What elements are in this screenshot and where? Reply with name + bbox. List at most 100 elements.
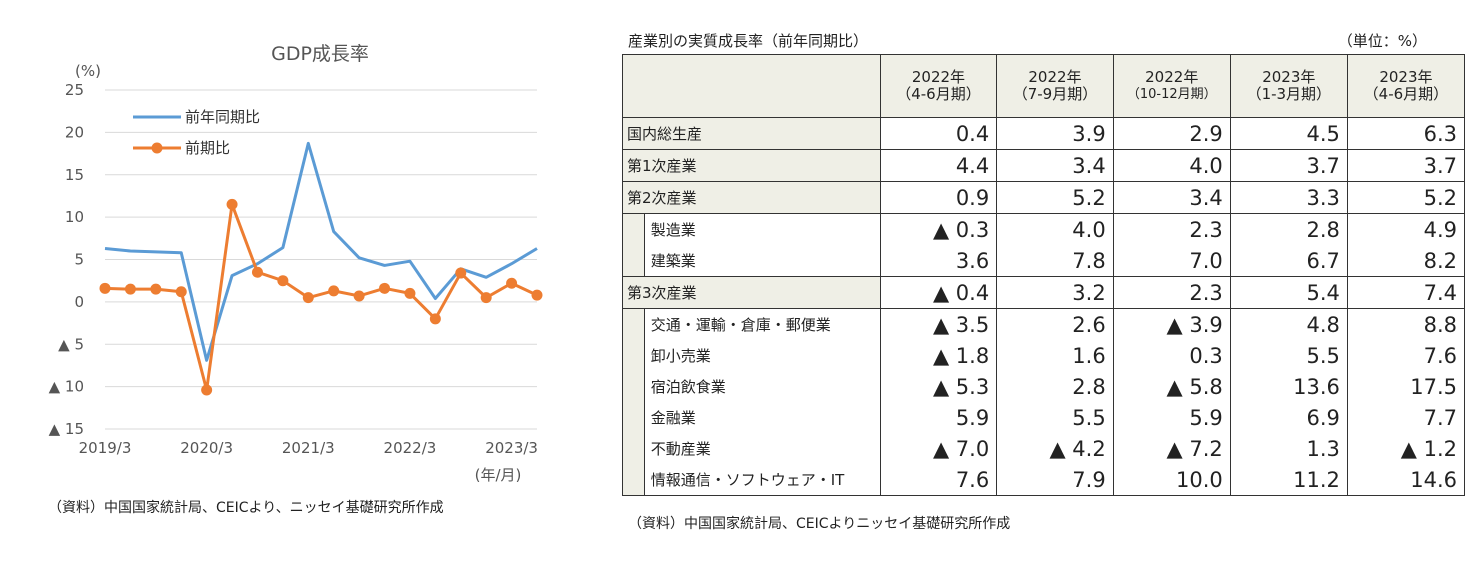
- industry-growth-table-panel: 産業別の実質成長率（前年同期比） （単位：%） 2022年 （4-6月期） 202…: [620, 0, 1466, 561]
- table-cell: 7.0: [1112, 245, 1231, 277]
- table-row: 第1次産業 4.4 3.4 4.0 3.7 3.7: [622, 149, 1466, 182]
- series-point: [328, 285, 340, 297]
- chart-source-note: （資料）中国国家統計局、CEICより、ニッセイ基礎研究所作成: [48, 500, 444, 516]
- row-label: 第1次産業: [622, 149, 881, 182]
- table-cell: ▲ 5.3: [879, 371, 998, 402]
- table-unit: （単位：%）: [1337, 32, 1427, 50]
- table-cell: 5.9: [879, 402, 998, 433]
- table-cell: 4.0: [996, 213, 1114, 245]
- table-cell: ▲ 0.4: [879, 276, 998, 309]
- table-cell: 0.3: [1112, 340, 1231, 371]
- table-cell: 4.5: [1229, 117, 1348, 150]
- table-cell: 1.6: [996, 340, 1114, 371]
- table-cell: 17.5: [1346, 371, 1466, 402]
- header-period: （4-6月期）: [896, 85, 981, 103]
- table-cell: 3.9: [996, 117, 1114, 150]
- table-row: 製造業 ▲ 0.3 4.0 2.3 2.8 4.9: [622, 213, 1466, 277]
- table-row: 卸小売業 ▲ 1.8 1.6 0.3 5.5 7.6: [623, 340, 1466, 371]
- header-col-2: 2022年 （7-9月期）: [996, 54, 1114, 118]
- gdp-chart-panel: GDP成長率 (%) 25 20 15 10 5 0 ▲ 5 ▲ 10 ▲ 15 2019/3 2020…: [0, 0, 600, 561]
- series-point: [429, 313, 441, 325]
- table-cell: 4.9: [1346, 213, 1466, 245]
- series-point: [506, 277, 518, 289]
- row-label: 国内総生産: [622, 117, 881, 150]
- x-tick-label: 2020/3: [180, 439, 233, 457]
- table-cell: 3.4: [1112, 181, 1231, 214]
- table-cell: 3.3: [1229, 181, 1348, 214]
- series-point: [226, 198, 238, 210]
- header-year: 2023年: [1379, 68, 1433, 86]
- series-point: [251, 266, 263, 278]
- x-tick-label: 2022/3: [384, 439, 437, 457]
- header-period: （7-9月期）: [1012, 85, 1098, 103]
- table-row: 交通・運輸・倉庫・郵便業 ▲ 3.5 2.6 ▲ 3.9 4.8 8.8: [622, 308, 1466, 496]
- table-row: 金融業 5.9 5.5 5.9 6.9 7.7: [623, 402, 1466, 433]
- series-line-1: [104, 141, 538, 362]
- series-point: [379, 282, 391, 294]
- y-tick-label: ▲ 10: [49, 378, 84, 396]
- y-tick-label: 10: [65, 208, 84, 226]
- header-col-4: 2023年 （1-3月期）: [1229, 54, 1348, 118]
- table-cell: 2.8: [1229, 213, 1348, 245]
- header-year: 2022年: [1028, 68, 1082, 86]
- header-col-1: 2022年 （4-6月期）: [879, 54, 998, 118]
- series-point: [531, 289, 543, 301]
- table-cell: 8.8: [1346, 308, 1466, 340]
- table-cell: ▲ 5.8: [1112, 371, 1231, 402]
- series-point: [480, 292, 492, 304]
- table-cell: 6.3: [1346, 117, 1466, 150]
- row-label: 交通・運輸・倉庫・郵便業: [643, 308, 881, 340]
- table-cell: 1.3: [1229, 433, 1348, 464]
- x-tick-label: 2019/3: [79, 439, 132, 457]
- table-header-row: 2022年 （4-6月期） 2022年 （7-9月期） 2022年 （10-12月期）…: [622, 54, 1466, 118]
- series-point: [175, 286, 187, 298]
- table-cell: 7.7: [1346, 402, 1466, 433]
- table-cell: ▲ 7.2: [1112, 433, 1231, 464]
- header-blank-cell: [622, 54, 881, 118]
- y-unit-label: (%): [75, 62, 101, 80]
- series-point: [455, 267, 467, 279]
- row-label: 建築業: [643, 245, 881, 277]
- series-point: [201, 384, 213, 396]
- table-cell: ▲ 4.2: [996, 433, 1114, 464]
- header-year: 2023年: [1262, 68, 1316, 86]
- table-cell: ▲ 0.3: [879, 213, 998, 245]
- table-cell: 5.2: [996, 181, 1114, 214]
- table-cell: 7.8: [996, 245, 1114, 277]
- table-cell: 0.9: [879, 181, 998, 214]
- y-tick-label: 0: [74, 293, 84, 311]
- row-label: 第3次産業: [622, 276, 881, 309]
- table-cell: 2.6: [996, 308, 1114, 340]
- table-cell: 3.6: [879, 245, 998, 277]
- series-point: [99, 282, 111, 294]
- table-row: 情報通信・ソフトウェア・IT 7.6 7.9 10.0 11.2 14.6: [623, 464, 1466, 496]
- y-tick-label: ▲ 15: [49, 420, 84, 438]
- header-col-5: 2023年 （4-6月期）: [1346, 54, 1466, 118]
- header-period: （1-3月期）: [1246, 85, 1332, 103]
- table-cell: ▲ 1.2: [1346, 433, 1466, 464]
- row-label: 卸小売業: [643, 340, 881, 371]
- table-cell: ▲ 3.9: [1112, 308, 1231, 340]
- table-cell: 5.5: [996, 402, 1114, 433]
- table-cell: 7.9: [996, 464, 1114, 496]
- indent-cell: [622, 308, 645, 496]
- table-cell: 10.0: [1112, 464, 1231, 496]
- header-period: （4-6月期）: [1363, 85, 1449, 103]
- row-label: 製造業: [643, 213, 881, 245]
- table-cell: 11.2: [1229, 464, 1348, 496]
- table-cell: 4.8: [1229, 308, 1348, 340]
- series-point: [150, 283, 162, 295]
- table-cell: 3.4: [996, 149, 1114, 182]
- table-title: 産業別の実質成長率（前年同期比）: [628, 32, 869, 50]
- table-cell: ▲ 3.5: [879, 308, 998, 340]
- table-cell: 14.6: [1346, 464, 1466, 496]
- series-point: [404, 287, 416, 299]
- table-cell: 5.2: [1346, 181, 1466, 214]
- table-cell: 6.9: [1229, 402, 1348, 433]
- table-cell: 2.3: [1112, 276, 1231, 309]
- legend-label: 前年同期比: [185, 108, 260, 126]
- table-row: 第2次産業 0.9 5.2 3.4 3.3 5.2: [622, 181, 1466, 214]
- table-cell: 3.2: [996, 276, 1114, 309]
- header-year: 2022年: [1145, 68, 1199, 86]
